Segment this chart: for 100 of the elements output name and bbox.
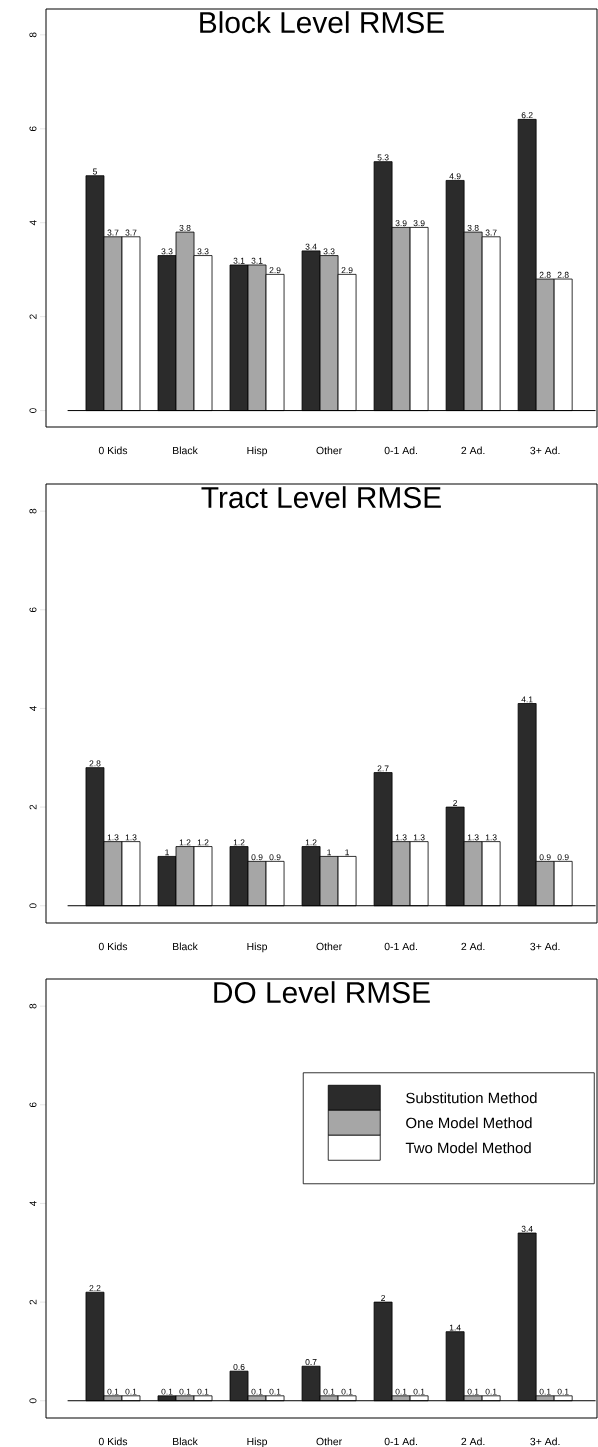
legend-label: Substitution Method <box>406 1092 537 1104</box>
x-tick-label: Other <box>316 446 342 455</box>
data-label: 0.1 <box>251 1388 263 1395</box>
data-label: 0.1 <box>197 1388 209 1395</box>
legend-label: One Model Method <box>406 1117 532 1129</box>
x-tick-label: Hisp <box>247 1437 268 1447</box>
data-label: 0.1 <box>539 1388 551 1395</box>
data-label: 1 <box>345 849 350 856</box>
y-tick-label: 8 <box>29 32 37 38</box>
data-label: 0.1 <box>395 1388 407 1395</box>
y-tick-label: 8 <box>29 508 37 514</box>
data-label: 1.3 <box>125 834 137 841</box>
data-label: 2.7 <box>377 765 389 772</box>
data-label: 1.2 <box>305 839 317 846</box>
x-tick-label: 2 Ad. <box>461 942 485 951</box>
data-label: 4.9 <box>449 173 461 180</box>
x-tick-label: 0 Kids <box>98 1437 128 1446</box>
data-label: 3.7 <box>485 229 497 236</box>
data-label: 0.9 <box>539 854 551 861</box>
data-label: 3.4 <box>305 243 317 250</box>
chart-title: Tract Level RMSE <box>201 486 441 509</box>
y-tick-label: 2 <box>29 1299 37 1305</box>
x-tick-label: 2 Ad. <box>461 1437 485 1446</box>
x-tick-label: Other <box>316 942 342 951</box>
x-tick-label: 3+ Ad. <box>530 942 560 951</box>
x-tick-label: 0 Kids <box>98 942 128 951</box>
x-tick-label: 0-1 Ad. <box>384 942 417 951</box>
data-label: 0.9 <box>251 854 263 861</box>
y-tick-label: 6 <box>29 126 37 132</box>
data-label: 5.3 <box>377 154 389 161</box>
data-label: 2.2 <box>89 1285 101 1292</box>
x-tick-label: 0 Kids <box>98 446 128 455</box>
chart-title: DO Level RMSE <box>214 981 430 1004</box>
data-label: 2 <box>453 799 458 806</box>
chart-title: Block Level RMSE <box>200 11 444 34</box>
data-label: 2.8 <box>539 271 551 278</box>
data-label: 1 <box>165 849 169 856</box>
data-label: 2.9 <box>269 267 281 274</box>
data-label: 1.3 <box>107 834 119 841</box>
data-label: 1 <box>327 849 332 856</box>
y-tick-label: 0 <box>29 903 37 909</box>
data-label: 3.1 <box>251 257 263 264</box>
y-tick-label: 4 <box>29 705 37 711</box>
data-label: 0.1 <box>467 1388 479 1395</box>
data-label: 3.8 <box>179 224 191 231</box>
data-label: 1.2 <box>233 839 245 846</box>
data-label: 0.1 <box>269 1388 281 1395</box>
data-label: 1.3 <box>413 834 425 841</box>
data-label: 4.1 <box>521 696 533 703</box>
data-label: 1.3 <box>395 834 407 841</box>
data-label: 3.7 <box>107 229 119 236</box>
data-label: 3.8 <box>467 224 479 231</box>
x-tick-label: Other <box>316 1437 342 1446</box>
data-label: 1.2 <box>197 839 209 846</box>
y-tick-label: 4 <box>29 220 37 226</box>
x-tick-label: Black <box>173 446 198 455</box>
data-label: 3.3 <box>161 248 173 255</box>
data-label: 3.3 <box>197 248 209 255</box>
data-label: 3.1 <box>233 257 245 264</box>
x-tick-label: 3+ Ad. <box>530 1437 560 1446</box>
data-label: 6.2 <box>521 112 533 119</box>
data-label: 1.3 <box>485 834 497 841</box>
data-label: 0.9 <box>557 854 569 861</box>
y-tick-label: 4 <box>29 1200 37 1206</box>
y-tick-label: 0 <box>29 408 37 413</box>
data-label: 0.1 <box>341 1388 353 1395</box>
data-label: 0.1 <box>161 1388 173 1395</box>
data-label: 3.4 <box>521 1225 533 1232</box>
x-tick-label: 2 Ad. <box>461 446 485 455</box>
x-tick-label: Hisp <box>247 942 268 953</box>
data-label: 3.7 <box>125 229 137 236</box>
data-label: 5 <box>92 168 97 175</box>
data-label: 0.1 <box>179 1388 191 1395</box>
y-tick-label: 2 <box>29 804 37 810</box>
y-tick-label: 6 <box>29 1102 37 1108</box>
data-label: 3.9 <box>413 220 425 227</box>
x-tick-label: 0-1 Ad. <box>384 1437 417 1446</box>
data-label: 2 <box>381 1294 386 1301</box>
data-label: 0.1 <box>557 1388 569 1395</box>
data-label: 3.9 <box>395 220 407 227</box>
x-tick-label: Black <box>173 942 198 951</box>
y-tick-label: 8 <box>29 1003 37 1009</box>
data-label: 1.4 <box>449 1324 461 1331</box>
x-tick-label: 0-1 Ad. <box>384 446 417 455</box>
x-tick-label: 3+ Ad. <box>530 446 560 455</box>
data-label: 2.8 <box>89 760 101 767</box>
data-label: 2.8 <box>557 271 569 278</box>
data-label: 0.6 <box>233 1363 245 1370</box>
data-label: 0.1 <box>107 1388 119 1395</box>
data-label: 0.9 <box>269 854 281 861</box>
data-label: 0.1 <box>125 1388 137 1395</box>
data-label: 1.3 <box>467 834 479 841</box>
data-label: 3.3 <box>323 248 335 255</box>
x-tick-label: Hisp <box>247 446 268 457</box>
y-tick-label: 6 <box>29 607 37 613</box>
x-tick-label: Black <box>173 1437 198 1446</box>
data-label: 0.7 <box>305 1359 317 1366</box>
data-label: 0.1 <box>413 1388 425 1395</box>
data-label: 0.1 <box>485 1388 497 1395</box>
data-label: 2.9 <box>341 267 353 274</box>
